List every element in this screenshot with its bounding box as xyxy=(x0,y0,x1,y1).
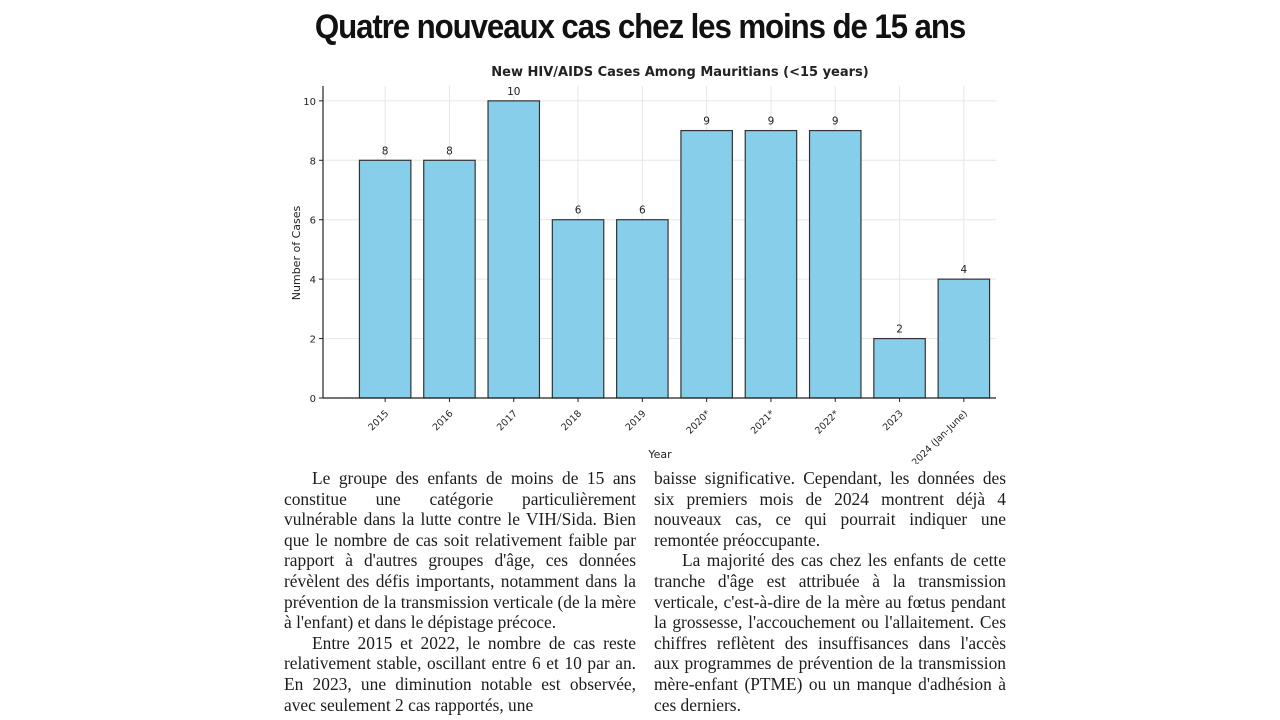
article-column-left: Le groupe des enfants de moins de 15 ans… xyxy=(284,468,636,720)
bar xyxy=(358,159,412,399)
x-tick-label: 2021* xyxy=(749,408,777,436)
bar-value-label: 10 xyxy=(507,86,520,98)
bar xyxy=(423,159,476,399)
x-tick-label: 2020* xyxy=(685,408,713,436)
bar-value-label: 8 xyxy=(382,145,389,157)
y-tick-label: 0 xyxy=(310,394,316,405)
bar xyxy=(680,129,733,399)
bar xyxy=(808,129,862,399)
bar xyxy=(616,219,669,399)
bar xyxy=(551,219,605,399)
y-tick-label: 6 xyxy=(310,216,316,227)
bar-chart: New HIV/AIDS Cases Among Mauritians (<15… xyxy=(290,65,996,464)
bar xyxy=(937,278,991,399)
y-tick-label: 10 xyxy=(303,97,316,108)
bar-value-label: 8 xyxy=(446,145,453,157)
bar-value-label: 9 xyxy=(703,116,710,128)
y-tick-label: 8 xyxy=(310,156,316,167)
y-tick-label: 2 xyxy=(310,335,316,346)
x-tick-label: 2017 xyxy=(495,408,520,433)
article-headline: Quatre nouveaux cas chez les moins de 15… xyxy=(314,8,966,46)
x-tick-label: 2015 xyxy=(366,408,391,433)
x-tick-label: 2022* xyxy=(813,408,841,436)
bar-value-label: 6 xyxy=(639,205,646,217)
bar xyxy=(487,100,541,399)
article-paragraph: Le groupe des enfants de moins de 15 ans… xyxy=(284,468,636,633)
article-column-right: baisse significative. Cependant, les don… xyxy=(654,468,1006,720)
bar-value-label: 2 xyxy=(896,324,903,336)
article-paragraph: baisse significative. Cependant, les don… xyxy=(654,468,1006,550)
x-tick-label: 2019 xyxy=(624,408,649,433)
bar xyxy=(744,129,798,399)
bar-value-label: 4 xyxy=(961,264,968,276)
chart-title: New HIV/AIDS Cases Among Mauritians (<15… xyxy=(491,65,869,80)
article-paragraph: Entre 2015 et 2022, le nombre de cas res… xyxy=(284,632,636,715)
bar-value-label: 6 xyxy=(575,205,582,217)
x-tick-label: 2016 xyxy=(431,408,456,433)
y-tick-label: 4 xyxy=(310,275,316,286)
x-tick-label: 2024 (Jan-June) xyxy=(910,408,970,464)
y-axis-label: Number of Cases xyxy=(290,206,303,301)
article-paragraph: La majorité des cas chez les enfants de … xyxy=(654,550,1006,715)
x-tick-label: 2018 xyxy=(559,408,584,433)
bar-value-label: 9 xyxy=(832,116,839,128)
x-tick-label: 2023 xyxy=(881,408,906,433)
x-axis-label: Year xyxy=(647,448,672,461)
bar xyxy=(873,337,926,399)
bar-value-label: 9 xyxy=(768,116,775,128)
